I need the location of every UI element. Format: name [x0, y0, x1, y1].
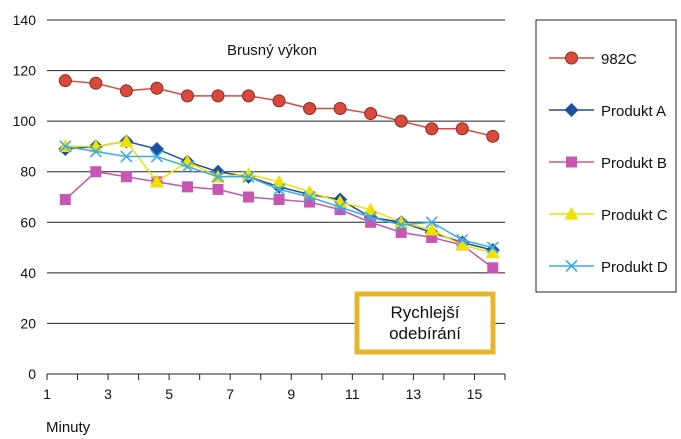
legend-label-produkt-a: Produkt A [601, 103, 666, 120]
annotation-line-1: Rychlejší [391, 303, 460, 322]
legend-item-produkt-b: Produkt B [549, 155, 667, 172]
legend-item-produkt-d: Produkt D [549, 259, 668, 276]
series-produkt-d [59, 140, 499, 254]
chart-title: Brusný výkon [227, 42, 317, 59]
legend-item-982c: 982C [549, 51, 637, 68]
y-tick-label-100: 100 [13, 113, 37, 129]
legend-marker-produkt-b [566, 156, 577, 168]
data-point-982c-4 [180, 89, 194, 103]
data-point-produkt-c-2 [119, 134, 134, 147]
x-tick-label-5: 5 [165, 386, 173, 402]
series-982c [58, 74, 500, 143]
data-point-produkt-d-13 [456, 233, 469, 247]
data-point-produkt-c-3 [149, 174, 164, 188]
data-point-produkt-b-14 [487, 262, 499, 274]
data-point-produkt-c-7 [272, 174, 287, 188]
x-tick-label-13: 13 [406, 386, 422, 402]
data-point-produkt-b-2 [120, 171, 132, 183]
legend-marker-produkt-d [565, 259, 578, 273]
data-point-produkt-c-14 [485, 245, 500, 259]
data-point-982c-8 [303, 102, 317, 115]
data-point-982c-10 [364, 107, 378, 121]
data-point-produkt-d-6 [242, 170, 255, 183]
data-point-produkt-d-12 [425, 216, 438, 229]
x-tick-label-1: 1 [43, 386, 51, 402]
data-point-produkt-d-1 [89, 145, 102, 158]
data-point-produkt-b-11 [395, 226, 407, 238]
x-tick-label-9: 9 [287, 386, 295, 402]
annotation-line-2: odebírání [389, 324, 461, 343]
data-point-produkt-d-0 [59, 140, 72, 153]
data-point-produkt-d-11 [395, 218, 408, 231]
y-tick-label-40: 40 [20, 265, 36, 281]
legend-marker-produkt-c [564, 207, 579, 220]
legend-marker-982c [565, 51, 578, 65]
x-axis-label: Minuty [46, 419, 91, 436]
data-point-produkt-d-5 [211, 170, 225, 183]
data-point-982c-13 [455, 122, 469, 136]
data-point-produkt-d-7 [272, 183, 286, 196]
series-group [58, 74, 500, 274]
annotation-box: Rychlejší odebírání [354, 291, 496, 355]
data-point-produkt-b-4 [181, 181, 193, 193]
legend-label-produkt-d: Produkt D [601, 259, 668, 276]
legend-item-produkt-c: Produkt C [549, 207, 668, 224]
data-point-982c-3 [150, 81, 164, 95]
data-point-produkt-b-0 [59, 194, 71, 206]
data-point-produkt-b-6 [243, 191, 255, 203]
data-point-produkt-d-2 [120, 150, 133, 163]
y-tick-label-120: 120 [13, 63, 37, 79]
data-point-982c-2 [119, 84, 133, 98]
x-tick-label-3: 3 [104, 386, 112, 402]
legend-item-produkt-a: Produkt A [549, 103, 666, 120]
data-point-982c-1 [89, 76, 103, 90]
data-point-982c-9 [333, 102, 347, 115]
y-tick-label-20: 20 [20, 315, 36, 331]
legend-label-982c: 982C [601, 51, 637, 68]
data-point-982c-5 [211, 89, 225, 103]
data-point-produkt-d-10 [364, 211, 377, 224]
data-point-produkt-d-3 [150, 150, 163, 163]
y-tick-label-60: 60 [20, 214, 36, 230]
data-point-produkt-c-13 [455, 238, 470, 251]
data-point-982c-0 [58, 74, 72, 88]
y-tick-label-0: 0 [28, 366, 36, 382]
data-point-982c-14 [486, 129, 500, 143]
data-point-produkt-c-12 [424, 222, 439, 236]
data-point-produkt-b-5 [212, 183, 224, 195]
legend: 982C Produkt A Produkt B Produkt C Produkt D [535, 19, 677, 293]
data-point-982c-11 [394, 114, 408, 128]
x-tick-label-15: 15 [467, 386, 483, 402]
data-point-produkt-d-14 [486, 241, 499, 254]
data-point-produkt-c-6 [241, 167, 256, 180]
data-point-produkt-b-10 [365, 216, 377, 228]
data-point-982c-12 [425, 122, 439, 136]
legend-marker-produkt-a [564, 103, 579, 117]
data-point-produkt-b-8 [304, 196, 316, 208]
data-point-produkt-a-3 [149, 141, 164, 156]
data-point-produkt-d-9 [334, 201, 347, 214]
x-tick-label-11: 11 [345, 386, 360, 402]
data-point-produkt-d-8 [303, 190, 316, 204]
data-point-produkt-c-10 [363, 202, 378, 216]
data-point-produkt-b-12 [426, 231, 438, 243]
data-point-produkt-b-7 [273, 194, 285, 206]
data-point-produkt-b-9 [334, 204, 346, 216]
data-point-982c-7 [272, 94, 286, 108]
legend-label-produkt-c: Produkt C [601, 207, 668, 224]
legend-label-produkt-b: Produkt B [601, 155, 667, 172]
grid-lines [47, 19, 505, 324]
y-tick-label-80: 80 [20, 164, 36, 180]
data-point-982c-6 [242, 89, 256, 103]
x-tick-label-7: 7 [226, 386, 234, 402]
data-point-produkt-b-1 [90, 166, 102, 178]
data-point-produkt-d-4 [181, 160, 194, 173]
y-tick-label-140: 140 [13, 12, 37, 28]
